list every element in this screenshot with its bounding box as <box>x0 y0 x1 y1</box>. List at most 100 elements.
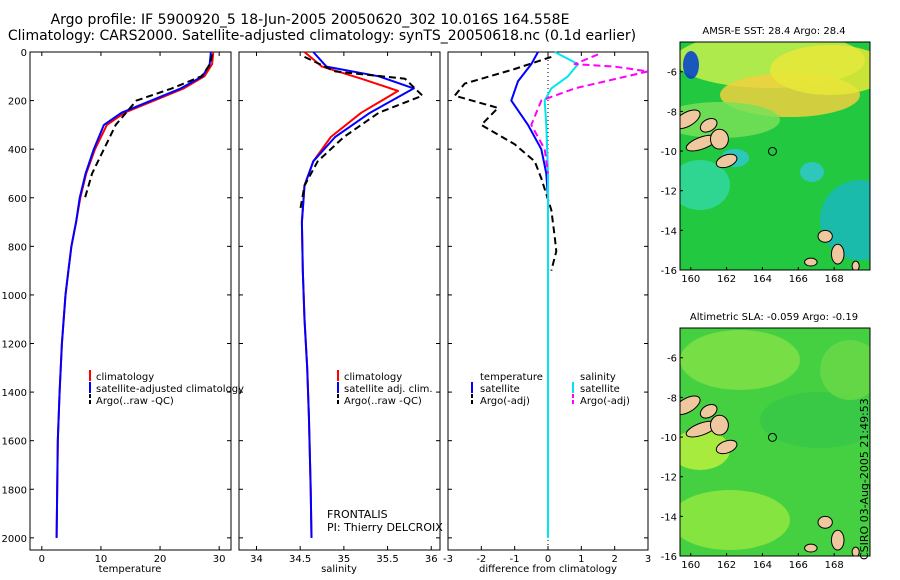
sst-map-title: AMSR-E SST: 28.4 Argo: 28.4 <box>702 26 845 37</box>
legend-label-satellite: satellite adj. clim. <box>344 384 433 395</box>
x-tick-label: 162 <box>717 274 736 285</box>
series-line-argo-raw-qc- <box>299 55 424 211</box>
legend-label-salinity: salinity <box>580 372 616 383</box>
series-line-salinity-argo-adj- <box>530 53 649 174</box>
y-tick-label: -16 <box>661 266 677 277</box>
y-tick-label: 600 <box>8 194 27 205</box>
series-line-argo-raw-qc- <box>84 54 214 199</box>
figure-title-line-1: Argo profile: IF 5900920_5 18-Jun-2005 2… <box>50 12 570 28</box>
legend-label-climatology: climatology <box>344 372 402 383</box>
y-tick-label: 1600 <box>2 437 27 448</box>
island-shape <box>709 128 729 150</box>
y-tick-label: -10 <box>661 433 677 444</box>
island-shape <box>680 395 701 416</box>
temperature-plot-frame <box>29 51 232 551</box>
island-shape <box>851 546 860 556</box>
map-colour-patch <box>680 430 730 470</box>
map-colour-patch <box>770 45 870 95</box>
island-shape <box>804 257 818 267</box>
legend-label-temp-argo: Argo(-adj) <box>480 396 530 407</box>
y-tick-label: -8 <box>667 393 677 404</box>
island-shape <box>817 229 833 243</box>
island-shape <box>830 529 845 551</box>
y-tick-label: 1800 <box>2 485 27 496</box>
map-colour-patch <box>683 51 699 79</box>
island-shape <box>680 109 701 130</box>
y-tick-label: 2000 <box>2 534 27 545</box>
x-tick-label: 34.5 <box>289 554 311 565</box>
legend-label-argo: Argo(..raw -QC) <box>344 396 422 407</box>
y-tick-label: -10 <box>661 147 677 158</box>
y-tick-label: -16 <box>661 552 677 563</box>
island-shape <box>804 543 818 553</box>
y-tick-label: -14 <box>661 512 677 523</box>
legend-label-satellite: satellite-adjusted climatology <box>96 384 244 395</box>
x-tick-label: 166 <box>789 560 808 571</box>
y-tick-label: 1000 <box>2 291 27 302</box>
sla-map: 160 162 164 166 168 -6 -8 -10 -12 -14 -16 <box>661 327 871 571</box>
x-tick-label: -2 <box>476 554 486 565</box>
x-tick-label: 2 <box>611 554 617 565</box>
salinity-plot: 34 34.5 35 35.5 36 <box>239 51 440 565</box>
x-tick-label: 3 <box>645 554 651 565</box>
island-shape <box>699 117 718 133</box>
temperature-plot: 0 10 20 30 0 200 400 600 800 1000 1200 1400 1600 1800… <box>2 48 231 565</box>
map-colour-patch <box>680 330 800 390</box>
y-tick-label: 1200 <box>2 340 27 351</box>
argo-position-marker <box>767 146 777 156</box>
x-tick-label: 168 <box>825 560 844 571</box>
legend-label-climatology: climatology <box>96 372 154 383</box>
difference-legend: temperature satellite Argo(-adj) salinit… <box>471 372 630 407</box>
y-tick-label: -6 <box>667 354 677 365</box>
island-shape <box>709 414 729 436</box>
difference-plot: -3 -2 -1 0 1 2 3 <box>443 51 651 565</box>
legend-label-argo: Argo(..raw -QC) <box>96 396 174 407</box>
island-shape <box>715 439 738 455</box>
legend-label-sal-satellite: satellite <box>580 384 620 395</box>
island-shape <box>699 403 718 419</box>
series-line-temperature-argo-adj- <box>453 55 558 271</box>
map-field <box>680 42 870 270</box>
x-tick-label: 162 <box>717 560 736 571</box>
y-tick-label: 1400 <box>2 388 27 399</box>
x-tick-label: 10 <box>95 554 108 565</box>
temperature-xlabel: temperature <box>99 564 162 575</box>
x-tick-label: 168 <box>825 274 844 285</box>
x-tick-label: 30 <box>213 554 226 565</box>
y-tick-label: 200 <box>8 97 27 108</box>
sst-map: 160 162 164 166 168 -6 -8 -10 -12 -14 -16 <box>661 41 871 285</box>
x-tick-label: -1 <box>510 554 520 565</box>
map-colour-patch <box>680 160 730 210</box>
salinity-plot-frame <box>238 51 441 551</box>
x-tick-label: -3 <box>443 554 453 565</box>
island-shape <box>851 260 860 270</box>
x-tick-label: 166 <box>789 274 808 285</box>
map-colour-patch <box>820 180 870 260</box>
y-tick-label: -12 <box>661 473 677 484</box>
y-tick-label: 0 <box>21 48 27 59</box>
y-tick-label: -14 <box>661 226 677 237</box>
x-tick-label: 164 <box>753 274 772 285</box>
credit-line-2: PI: Thierry DELCROIX <box>327 521 443 534</box>
island-shape <box>830 243 845 265</box>
x-tick-label: 34 <box>250 554 263 565</box>
credit-line-1: FRONTALIS <box>327 508 388 521</box>
x-tick-label: 160 <box>681 560 700 571</box>
x-tick-label: 35.5 <box>376 554 398 565</box>
x-tick-label: 1 <box>578 554 584 565</box>
legend-label-temp-satellite: satellite <box>480 384 520 395</box>
temperature-legend: climatology satellite-adjusted climatolo… <box>89 370 244 407</box>
legend-label-sal-argo: Argo(-adj) <box>580 396 630 407</box>
argo-position-marker <box>767 432 777 442</box>
map-field <box>680 328 870 556</box>
series-line-salinity-satellite <box>543 51 579 538</box>
x-tick-label: 20 <box>154 554 167 565</box>
x-tick-label: 36 <box>425 554 438 565</box>
x-tick-label: 0 <box>545 554 551 565</box>
series-line-satellite-adjusted-climatology <box>55 51 212 538</box>
x-tick-label: 164 <box>753 560 772 571</box>
legend-label-temperature: temperature <box>480 372 543 383</box>
map-colour-patch <box>800 162 824 182</box>
x-tick-label: 160 <box>681 274 700 285</box>
